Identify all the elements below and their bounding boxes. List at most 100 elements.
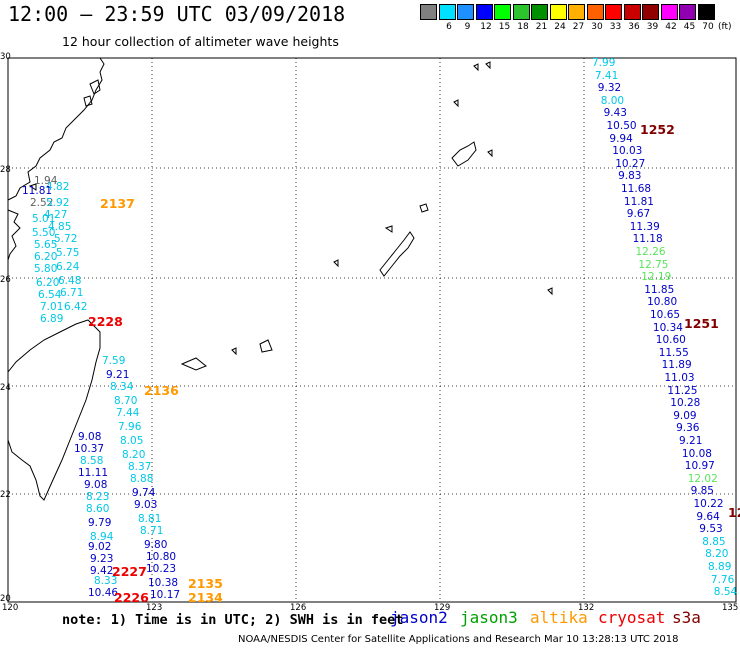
footer-credit: NOAA/NESDIS Center for Satellite Applica… [238, 634, 679, 645]
wave-height-label: 9.36 [676, 422, 700, 435]
wave-height-label: 12.02 [687, 472, 718, 485]
islet [487, 149, 493, 158]
map-subtitle: 12 hour collection of altimeter wave hei… [62, 34, 339, 49]
lon-tick: 126 [290, 603, 307, 613]
scale-label: 39 [646, 22, 659, 32]
islet [89, 79, 101, 95]
pass-number-label: 2226 [114, 590, 149, 605]
wave-height-label: 6.71 [60, 287, 84, 299]
scale-swatch [605, 4, 622, 20]
islet [419, 203, 429, 213]
wave-height-label: 11.11 [78, 467, 109, 479]
map-frame [7, 57, 737, 603]
wave-height-label: 2.52 [30, 197, 54, 209]
wave-height-label: 11.55 [658, 346, 689, 359]
wave-height-label: 9.21 [106, 369, 130, 381]
scale-label: 30 [591, 22, 603, 32]
wave-height-label: 5.65 [34, 239, 58, 251]
wave-height-label: 10.17 [150, 589, 181, 601]
map-title: 12:00 – 23:59 UTC 03/09/2018 [8, 2, 346, 26]
wave-height-label: 8.58 [80, 455, 104, 467]
scale-swatch [568, 4, 585, 20]
wave-height-label: 9.08 [84, 479, 108, 491]
lat-tick: 26 [0, 275, 11, 285]
lon-tick: 132 [578, 603, 595, 613]
footer-note: note: 1) Time is in UTC; 2) SWH is in fe… [62, 612, 404, 628]
wave-height-label: 8.60 [86, 503, 110, 515]
wave-height-label: 11.85 [644, 283, 675, 296]
wave-height-label: 9.42 [90, 565, 114, 577]
scale-label: 12 [480, 22, 492, 32]
wave-height-label: 10.28 [670, 397, 701, 410]
scale-swatch [420, 4, 437, 20]
wave-height-label: 10.38 [148, 577, 179, 589]
wave-height-label: 5.92 [46, 197, 70, 209]
wave-height-label: 9.32 [597, 82, 622, 95]
wave-height-label: 9.02 [88, 541, 112, 553]
wave-height-label: 11.03 [664, 372, 695, 384]
wave-height-label: 8.20 [705, 548, 729, 561]
satellite-name: s3a [672, 608, 701, 627]
wave-height-label: 5.01 [32, 213, 56, 225]
wave-height-label: 11.89 [661, 359, 692, 372]
china-coastline [7, 57, 105, 201]
scale-swatch [438, 4, 456, 20]
wave-height-label: 10.03 [612, 145, 643, 158]
wave-height-label: 7.96 [118, 421, 142, 433]
satellite-name: jason3 [460, 608, 518, 627]
lon-tick: 120 [2, 603, 19, 613]
wave-height-label: 5.75 [56, 247, 80, 259]
scale-label: 33 [609, 22, 622, 32]
scale-label: 42 [665, 22, 677, 32]
wave-height-label: 8.37 [128, 461, 152, 473]
lat-tick: 28 [0, 165, 11, 175]
scale-swatch [623, 4, 641, 20]
wave-height-label: 10.97 [684, 460, 715, 473]
lat-tick: 24 [0, 383, 11, 393]
wave-height-label: 7.01 [40, 301, 64, 313]
wave-height-label: 9.94 [609, 132, 633, 145]
wave-height-label: 6.48 [58, 275, 82, 287]
wave-height-label: 6.42 [64, 301, 88, 313]
amami-island [451, 141, 477, 167]
wave-height-label: 8.81 [138, 513, 162, 525]
pass-number-label: 2135 [188, 576, 223, 591]
okinawa-island [379, 231, 415, 277]
wave-height-label: 8.00 [600, 94, 625, 107]
pass-number-label: 2228 [88, 314, 123, 329]
wave-height-label: 12.75 [638, 258, 669, 271]
scale-swatch [679, 4, 696, 20]
wave-height-label: 6.20 [34, 251, 58, 263]
wave-height-label: 9.64 [696, 510, 720, 523]
wave-height-label: 9.53 [699, 523, 723, 536]
wave-height-label: 4.82 [46, 181, 70, 193]
wave-height-label: 8.70 [114, 395, 138, 407]
scale-label: 18 [517, 22, 529, 32]
wave-height-label: 7.76 [710, 573, 735, 586]
wave-height-label: 10.50 [606, 120, 637, 132]
china-coastline-south [7, 209, 21, 261]
scale-swatch [660, 4, 678, 20]
islet [384, 225, 393, 233]
color-scale-legend: (ft) 6 9 12 15 18 21 24 27 30 33 36 39 42 45 70 [420, 4, 736, 38]
scale-label: 15 [498, 22, 511, 32]
wave-height-label: 8.05 [120, 435, 144, 447]
islet [453, 99, 459, 108]
wave-height-label: 11.25 [667, 384, 698, 397]
wave-height-label: 7.44 [116, 407, 140, 419]
wave-height-label: 10.60 [655, 334, 686, 347]
scale-label: 6 [446, 22, 452, 32]
scale-label: 9 [464, 22, 471, 32]
wave-height-label: 9.67 [626, 208, 651, 221]
wave-height-label: 9.43 [603, 107, 627, 120]
wave-height-label: 10.65 [650, 309, 681, 321]
wave-height-label: 6.20 [36, 277, 60, 289]
wave-height-label: 10.22 [693, 498, 724, 510]
wave-height-label: 5.50 [32, 227, 56, 239]
lon-tick: 123 [146, 603, 163, 613]
taiwan-island [7, 319, 101, 501]
scale-swatch [494, 4, 511, 20]
scale-swatch [512, 4, 530, 20]
wave-height-label: 7.59 [102, 355, 126, 367]
islet [473, 63, 479, 72]
